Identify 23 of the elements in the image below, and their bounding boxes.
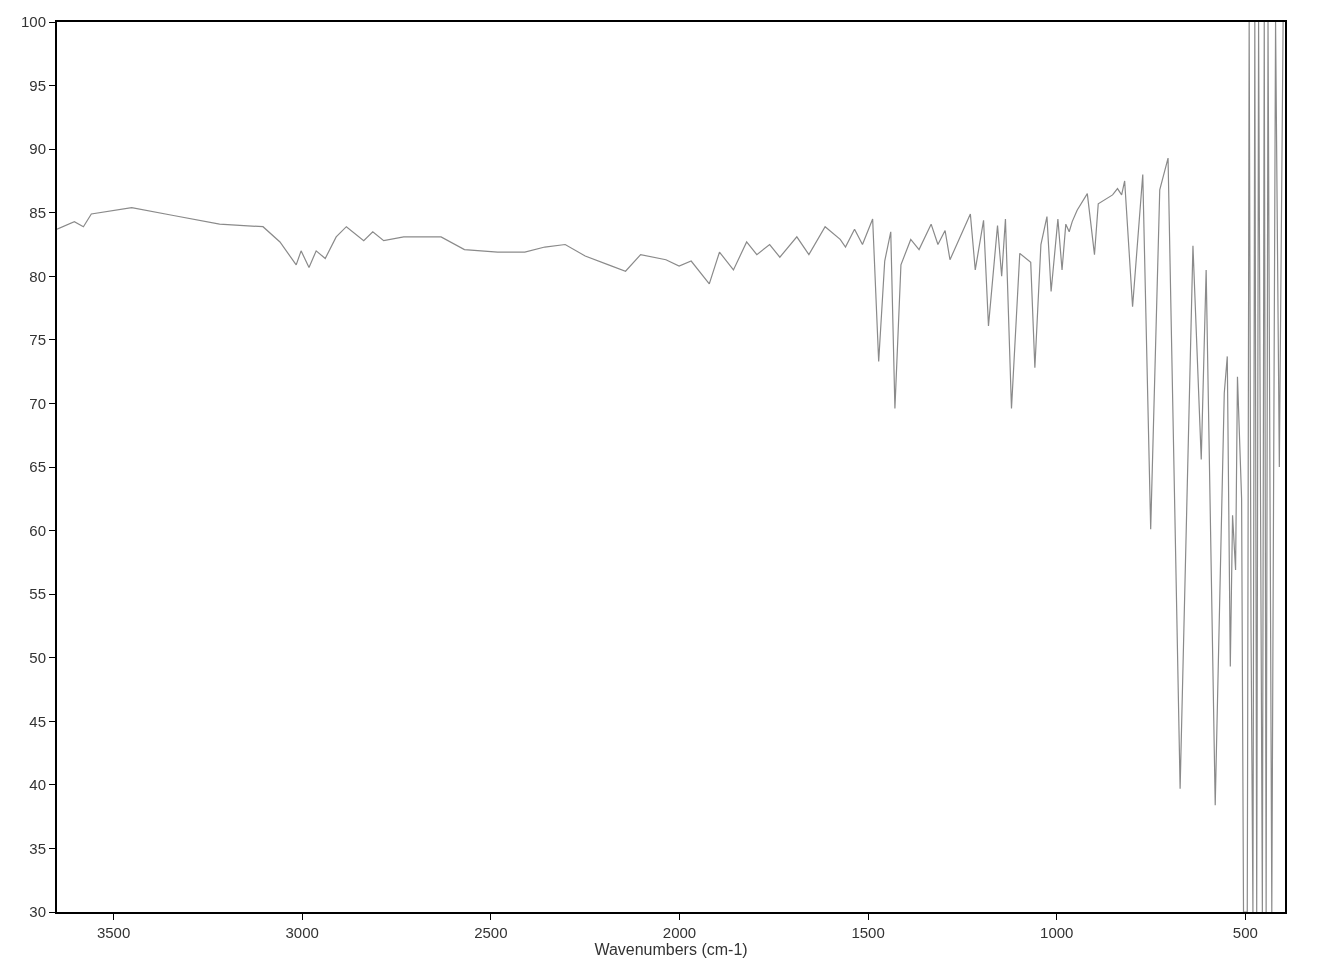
x-tick-label: 500 (1232, 924, 1258, 941)
x-tick-label: 1500 (851, 924, 885, 941)
y-tick-label: 50 (29, 648, 46, 666)
x-tick-label: 2500 (474, 924, 508, 941)
y-tick-label: 65 (29, 458, 46, 476)
x-tick-label: 2000 (662, 924, 697, 941)
y-tick-label: 40 (29, 776, 46, 794)
x-tick-label: 1000 (1040, 924, 1074, 941)
x-tick-label: 3500 (96, 924, 131, 941)
y-tick-label: 85 (29, 203, 46, 221)
y-tick-label: 60 (29, 521, 46, 539)
y-tick-label: 35 (29, 839, 46, 857)
y-tick-label: 70 (29, 394, 46, 412)
y-tick-label: 30 (29, 903, 46, 921)
y-tick-label: 100 (20, 13, 46, 31)
x-axis-title: Wavenumbers (cm-1) (594, 941, 748, 959)
y-tick-label: 95 (29, 76, 46, 94)
x-tick-label: 3000 (285, 924, 319, 941)
y-tick-label: 75 (29, 331, 46, 349)
y-tick-label: 80 (29, 267, 46, 285)
y-tick-label: 55 (29, 585, 46, 603)
y-tick-label: 45 (29, 712, 46, 730)
y-tick-label: 90 (29, 140, 46, 158)
